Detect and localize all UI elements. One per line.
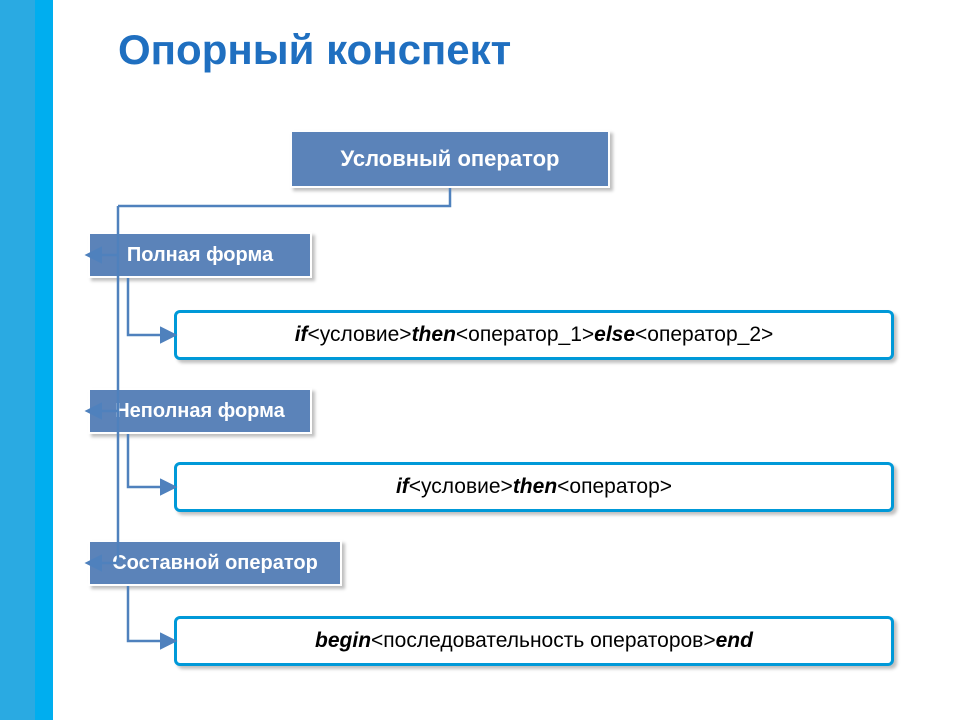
compound-box: Составной оператор: [88, 540, 342, 586]
connectors-svg: [0, 0, 960, 720]
sidebar-stripe: [0, 0, 53, 720]
short-form-box: Неполная форма: [88, 388, 312, 434]
root-box: Условный оператор: [290, 130, 610, 188]
compound-code-box: begin <последовательность операторов> en…: [174, 616, 894, 666]
full-form-code-box: if <условие> then <оператор_1> else <опе…: [174, 310, 894, 360]
root-box-label: Условный оператор: [341, 146, 560, 172]
compound-label: Составной оператор: [112, 552, 318, 575]
slide-title: Опорный конспект: [118, 26, 511, 74]
short-form-code-box: if <условие> then <оператор>: [174, 462, 894, 512]
short-form-label: Неполная форма: [115, 400, 285, 423]
full-form-box: Полная форма: [88, 232, 312, 278]
full-form-label: Полная форма: [127, 244, 273, 267]
